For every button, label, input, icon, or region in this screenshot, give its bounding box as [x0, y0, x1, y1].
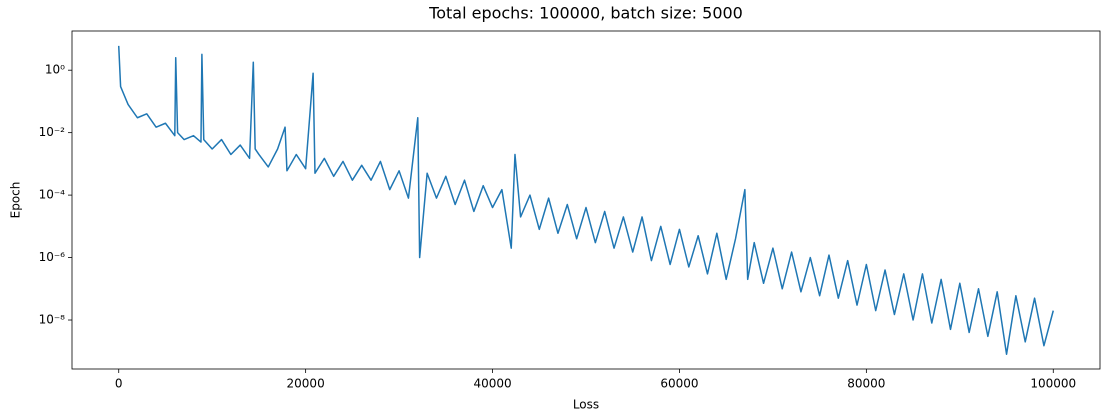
y-tick-label: 10⁻⁶ [39, 250, 66, 264]
y-tick-label: 10⁻⁸ [39, 313, 66, 327]
x-tick-label: 100000 [1030, 377, 1076, 391]
x-tick-label: 80000 [847, 377, 885, 391]
x-tick-label: 60000 [660, 377, 698, 391]
y-tick-label: 10⁻⁴ [39, 188, 66, 202]
x-tick-label: 0 [115, 377, 123, 391]
y-tick-label: 10⁰ [45, 63, 65, 77]
x-axis-label: Loss [573, 398, 599, 412]
chart-title: Total epochs: 100000, batch size: 5000 [428, 4, 743, 23]
y-axis-label: Epoch [9, 182, 23, 219]
x-tick-label: 20000 [287, 377, 325, 391]
plot-frame [71, 30, 1101, 370]
data-line [117, 45, 1054, 356]
y-tick-label: 10⁻² [39, 125, 66, 139]
x-tick-label: 40000 [473, 377, 511, 391]
